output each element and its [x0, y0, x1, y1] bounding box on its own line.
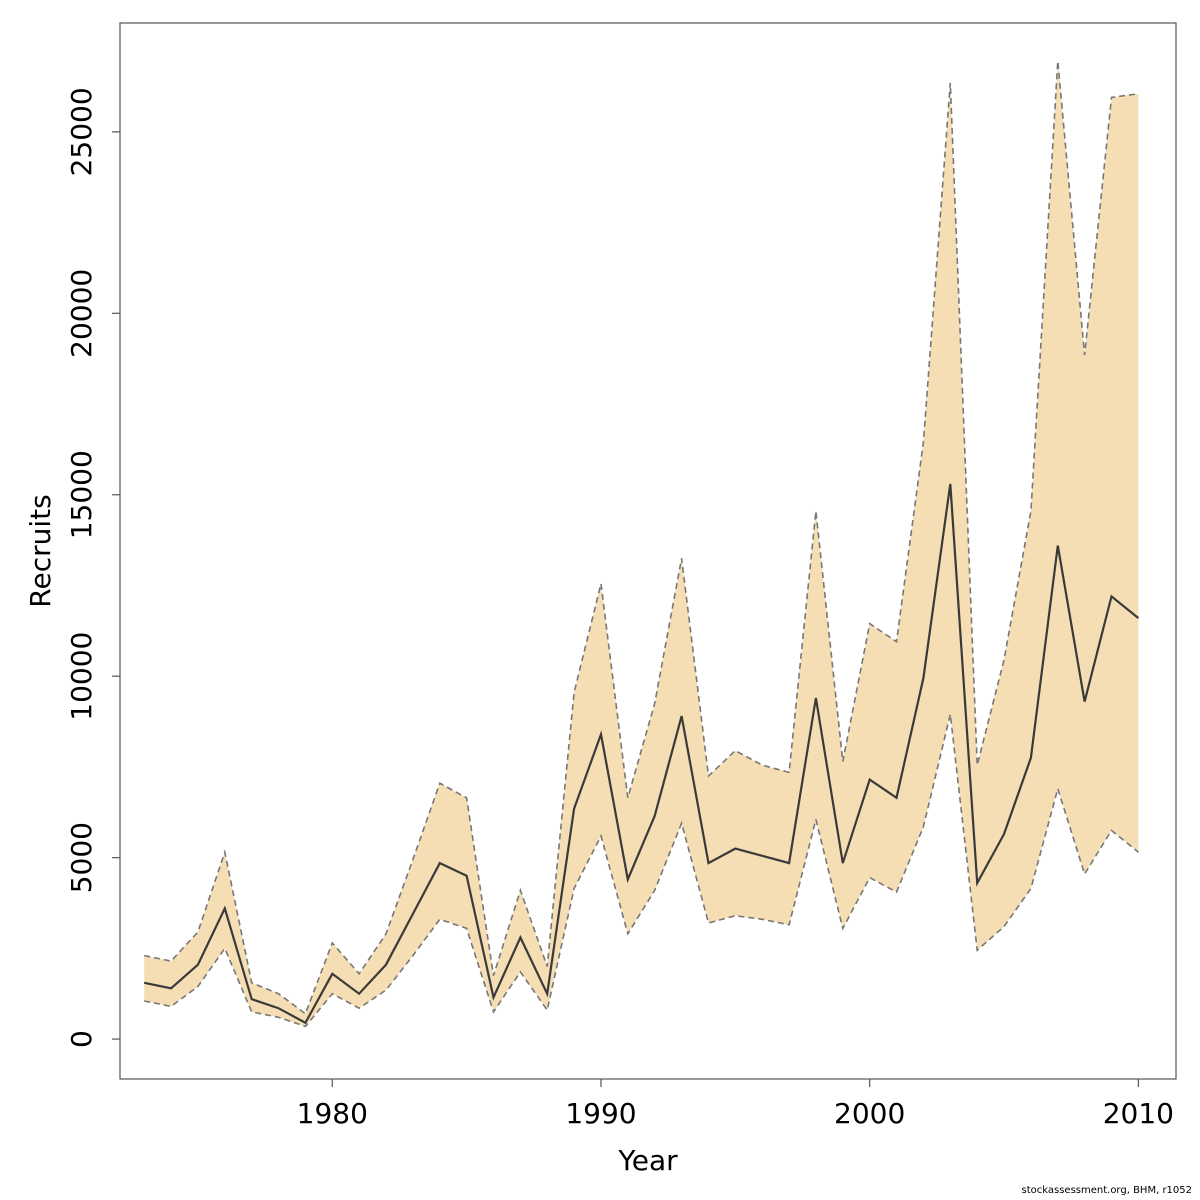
x-tick-label: 2010: [1103, 1097, 1174, 1130]
x-tick-label: 2000: [834, 1097, 905, 1130]
series-lines: [143, 61, 1140, 1028]
upper-bound-line: [144, 61, 1139, 1015]
band-area: [144, 61, 1139, 1027]
y-tick-label: 0: [65, 1030, 98, 1048]
y-axis: 0 5000 10000 15000 20000 25000: [65, 87, 120, 1048]
y-tick-label: 25000: [65, 87, 98, 176]
y-tick-label: 5000: [65, 822, 98, 893]
footer-credit: stockassessment.org, BHM, r1052: [1021, 1185, 1193, 1196]
y-tick-label: 10000: [65, 632, 98, 721]
x-tick-label: 1990: [565, 1097, 636, 1130]
x-tick-label: 1980: [297, 1097, 368, 1130]
lower-bound-line: [144, 714, 1139, 1028]
y-axis-label: Recruits: [24, 494, 57, 607]
y-tick-label: 15000: [65, 450, 98, 539]
x-axis: 1980 1990 2000 2010: [297, 1079, 1174, 1130]
median-line: [143, 483, 1140, 1025]
plot-frame: [119, 22, 1177, 1080]
confidence-band: [144, 61, 1139, 1027]
y-tick-label: 20000: [65, 269, 98, 358]
x-axis-label: Year: [617, 1144, 678, 1177]
